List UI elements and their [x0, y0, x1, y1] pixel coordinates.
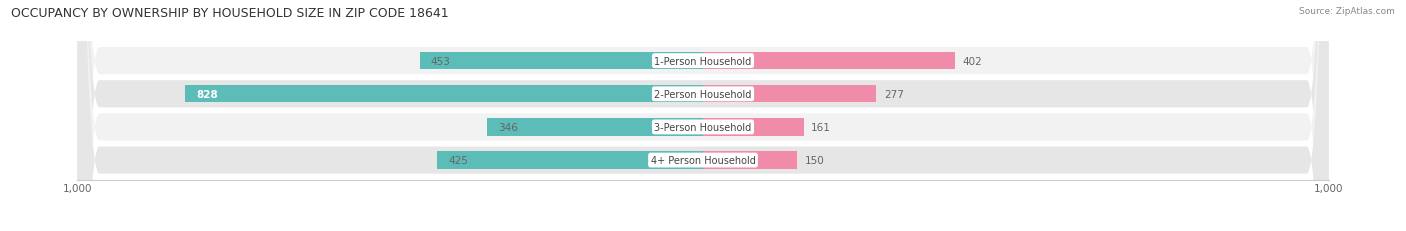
Bar — [703, 86, 876, 103]
Text: 3-Person Household: 3-Person Household — [654, 122, 752, 132]
Text: 150: 150 — [804, 155, 824, 165]
Text: 4+ Person Household: 4+ Person Household — [651, 155, 755, 165]
Bar — [437, 152, 703, 169]
Bar — [703, 53, 955, 70]
FancyBboxPatch shape — [77, 0, 1329, 231]
Text: OCCUPANCY BY OWNERSHIP BY HOUSEHOLD SIZE IN ZIP CODE 18641: OCCUPANCY BY OWNERSHIP BY HOUSEHOLD SIZE… — [11, 7, 449, 20]
Text: 402: 402 — [962, 56, 981, 66]
Text: 1-Person Household: 1-Person Household — [654, 56, 752, 66]
FancyBboxPatch shape — [77, 0, 1329, 231]
Text: 346: 346 — [498, 122, 517, 132]
Bar — [703, 152, 797, 169]
Text: 453: 453 — [430, 56, 451, 66]
FancyBboxPatch shape — [77, 0, 1329, 231]
Bar — [486, 119, 703, 136]
Text: 161: 161 — [811, 122, 831, 132]
Bar — [419, 53, 703, 70]
Text: 2-Person Household: 2-Person Household — [654, 89, 752, 99]
Text: 425: 425 — [449, 155, 468, 165]
Bar — [703, 119, 804, 136]
Text: Source: ZipAtlas.com: Source: ZipAtlas.com — [1299, 7, 1395, 16]
FancyBboxPatch shape — [77, 0, 1329, 231]
Text: 828: 828 — [197, 89, 218, 99]
Text: 277: 277 — [884, 89, 904, 99]
Bar — [186, 86, 703, 103]
